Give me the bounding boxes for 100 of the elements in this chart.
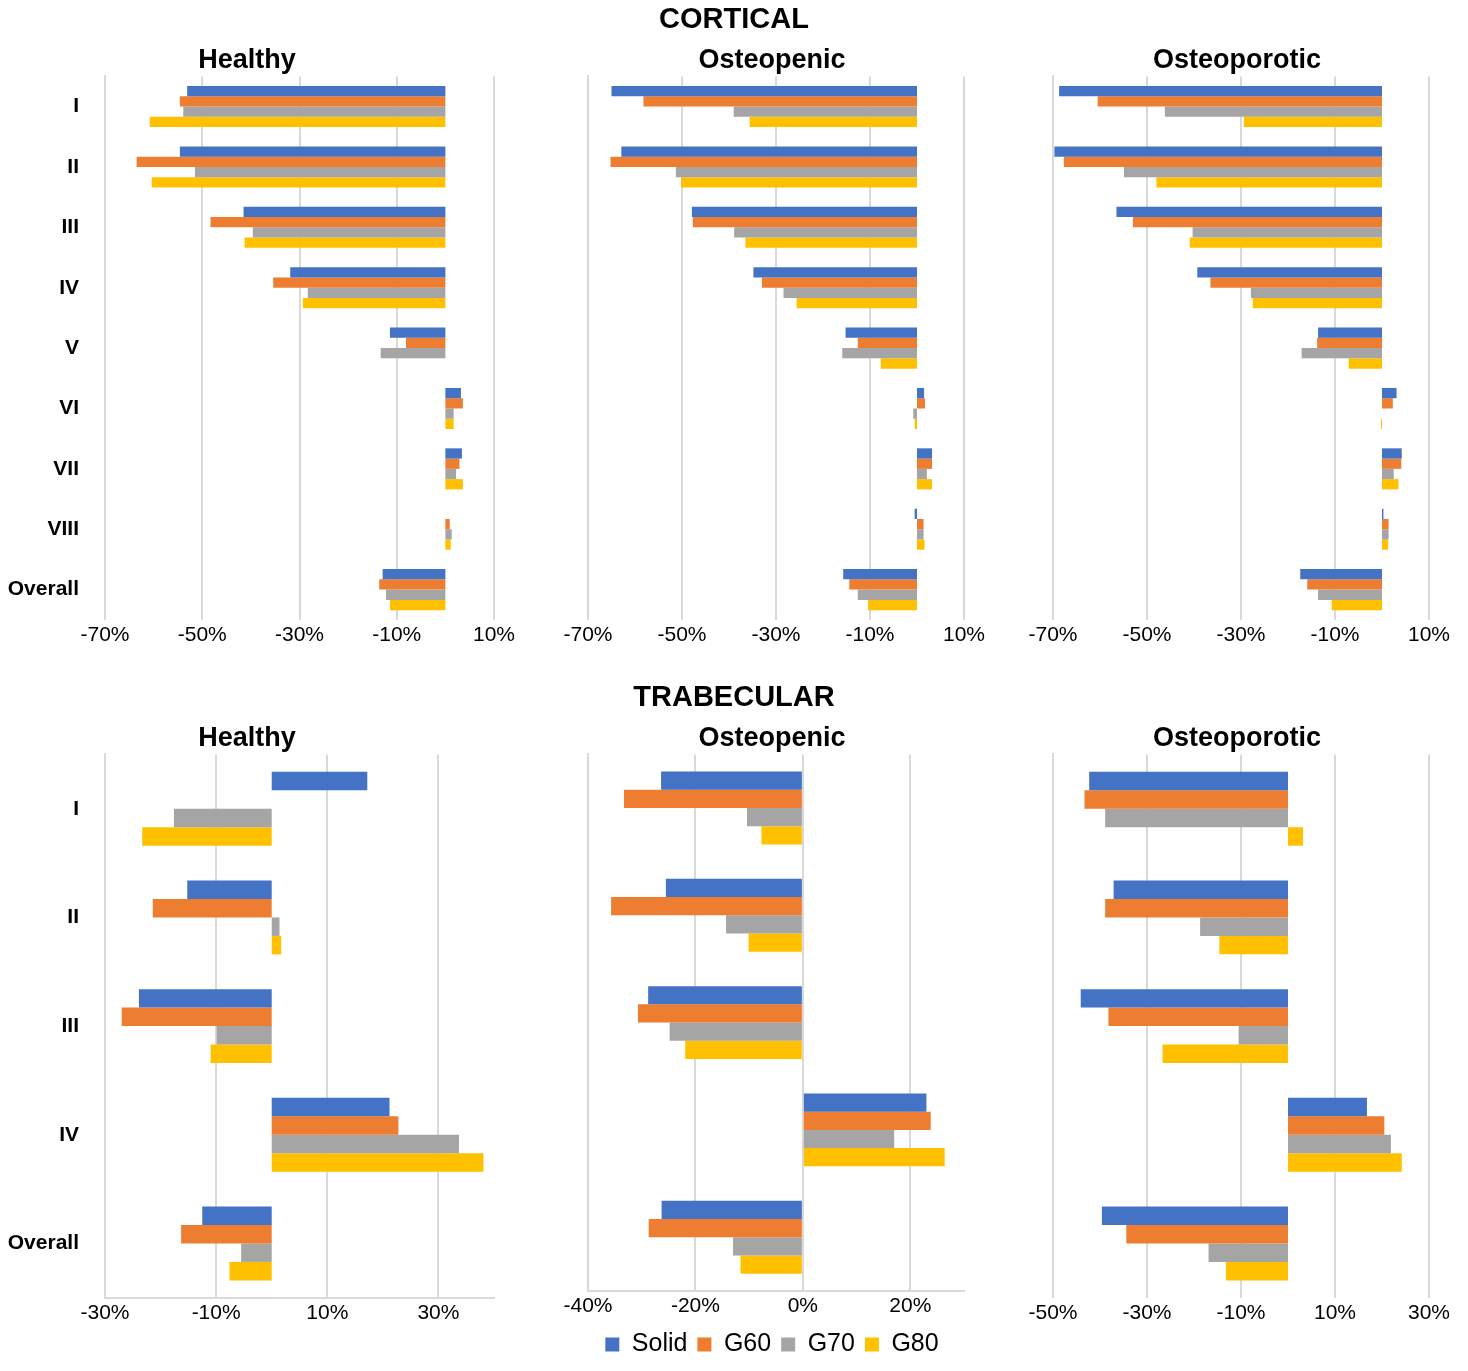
bar bbox=[783, 287, 917, 298]
bar bbox=[179, 146, 446, 157]
x-tick-label: -70% bbox=[563, 622, 613, 646]
bar bbox=[637, 1004, 802, 1023]
x-tick-label: -30% bbox=[80, 1300, 130, 1324]
y-tick-label: II bbox=[67, 153, 79, 177]
bar bbox=[611, 897, 802, 916]
bar bbox=[405, 337, 446, 349]
x-tick-label: 10% bbox=[306, 1300, 349, 1324]
bar bbox=[1288, 1153, 1402, 1172]
bar bbox=[382, 569, 446, 580]
bar bbox=[1382, 448, 1402, 459]
bar bbox=[187, 880, 272, 899]
bar bbox=[1200, 917, 1288, 936]
bar bbox=[845, 327, 917, 338]
bar bbox=[1108, 1007, 1288, 1027]
bar bbox=[1197, 267, 1382, 278]
bar bbox=[803, 1093, 927, 1112]
bar bbox=[1210, 277, 1382, 288]
bar bbox=[307, 287, 446, 298]
bar bbox=[1126, 1224, 1288, 1244]
bar bbox=[675, 166, 917, 178]
bar bbox=[733, 1237, 802, 1256]
y-tick-label: IV bbox=[59, 274, 79, 298]
bar bbox=[665, 878, 802, 898]
bar bbox=[610, 156, 917, 167]
bar bbox=[194, 166, 446, 178]
bar bbox=[243, 206, 446, 218]
bar bbox=[913, 408, 917, 419]
bar bbox=[849, 579, 917, 590]
bar bbox=[210, 1044, 272, 1064]
x-tick-label: -20% bbox=[670, 1293, 720, 1317]
x-tick-label: -30% bbox=[274, 622, 325, 646]
bar bbox=[149, 116, 446, 128]
x-tick-label: 10% bbox=[1313, 1300, 1357, 1324]
bar bbox=[290, 267, 446, 278]
y-tick-label: VI bbox=[59, 395, 79, 419]
bar bbox=[917, 529, 924, 540]
bar bbox=[1288, 1134, 1391, 1154]
bar bbox=[796, 297, 917, 309]
y-tick-label: IV bbox=[59, 1121, 79, 1145]
chart-title: Osteopenic bbox=[698, 721, 846, 752]
bar bbox=[181, 1224, 272, 1244]
x-tick-label: 20% bbox=[889, 1293, 932, 1317]
bar bbox=[1300, 569, 1382, 580]
bar bbox=[1225, 1261, 1288, 1281]
bar bbox=[868, 599, 917, 611]
bar bbox=[445, 387, 461, 399]
bar bbox=[1382, 387, 1397, 399]
y-tick-label: I bbox=[73, 795, 79, 819]
x-tick-label: -30% bbox=[751, 622, 801, 646]
bar bbox=[1063, 156, 1382, 167]
bar bbox=[1084, 790, 1288, 809]
bar bbox=[1189, 237, 1382, 248]
bar bbox=[445, 479, 463, 490]
bar bbox=[661, 771, 802, 790]
bar bbox=[761, 277, 917, 288]
bar bbox=[1288, 827, 1304, 846]
y-tick-label: Overall bbox=[7, 1230, 79, 1254]
bar bbox=[271, 1116, 399, 1135]
x-tick-label: 10% bbox=[472, 622, 516, 646]
bar bbox=[445, 539, 451, 550]
bar bbox=[121, 1007, 272, 1027]
x-tick-label: -10% bbox=[191, 1300, 241, 1324]
y-tick-label: VIII bbox=[47, 516, 79, 540]
bar bbox=[803, 1111, 931, 1130]
bar bbox=[611, 86, 917, 97]
legend-label: G60 bbox=[723, 1328, 772, 1357]
bar bbox=[179, 96, 446, 107]
bar bbox=[138, 989, 272, 1008]
bar bbox=[621, 146, 917, 157]
bar bbox=[1288, 1097, 1367, 1117]
chart-title: Osteoporotic bbox=[1152, 721, 1322, 752]
bar bbox=[1054, 146, 1382, 157]
bar bbox=[1331, 599, 1382, 611]
x-tick-label: 0% bbox=[787, 1293, 819, 1317]
bar bbox=[1105, 898, 1288, 918]
bar bbox=[857, 337, 917, 349]
bar bbox=[681, 177, 917, 188]
bar bbox=[1382, 518, 1389, 530]
x-tick-label: -50% bbox=[177, 622, 227, 646]
bar bbox=[749, 116, 917, 128]
bar bbox=[210, 217, 446, 228]
bar bbox=[244, 237, 446, 248]
bar bbox=[271, 771, 368, 791]
bar bbox=[643, 96, 917, 107]
y-tick-label: III bbox=[61, 214, 79, 238]
x-tick-label: -70% bbox=[1028, 622, 1078, 646]
bar bbox=[252, 227, 446, 238]
bar bbox=[241, 1243, 272, 1262]
bar bbox=[1301, 348, 1382, 359]
bar bbox=[917, 458, 933, 469]
bar bbox=[734, 227, 917, 238]
bar bbox=[1059, 86, 1382, 97]
bar bbox=[1208, 1243, 1288, 1262]
legend-label: G80 bbox=[891, 1328, 939, 1357]
bar bbox=[1288, 1116, 1385, 1135]
y-tick-label: V bbox=[64, 334, 79, 358]
bar bbox=[746, 808, 802, 827]
bar bbox=[271, 1097, 390, 1117]
